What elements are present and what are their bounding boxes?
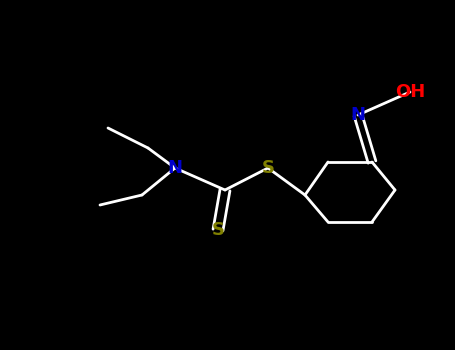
Text: S: S bbox=[262, 159, 274, 177]
Text: N: N bbox=[350, 106, 365, 124]
Text: N: N bbox=[167, 159, 182, 177]
Text: OH: OH bbox=[395, 83, 425, 101]
Text: S: S bbox=[212, 221, 224, 239]
